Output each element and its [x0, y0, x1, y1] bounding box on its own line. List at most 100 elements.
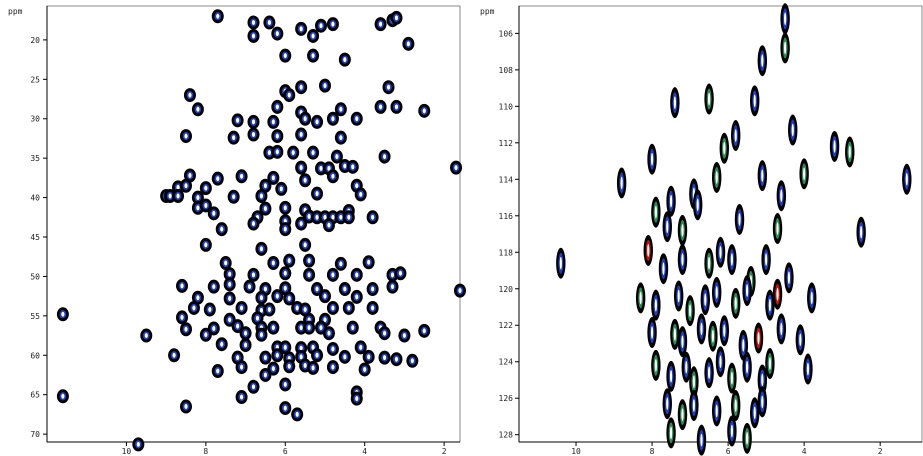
peak — [807, 282, 817, 314]
left-y-ticks: 20 25 30 35 40 45 50 55 60 65 70 — [30, 36, 47, 439]
right-peaks — [556, 3, 912, 456]
right-y-ticks: 106 108 110 112 114 116 118 120 122 124 126 128 — [499, 29, 519, 440]
left-spectrum-panel: ppm 20 25 30 35 40 45 50 55 60 65 70 10 8 6 4 2 — [8, 5, 466, 456]
left-y-tick-label: 20 — [30, 36, 40, 45]
peak — [267, 320, 280, 335]
peak — [390, 99, 403, 114]
peak — [227, 130, 240, 145]
peak — [299, 302, 312, 317]
peak — [247, 267, 260, 282]
peak — [342, 210, 355, 225]
peak — [704, 247, 714, 279]
peak — [243, 279, 256, 294]
peak — [247, 114, 260, 129]
peak — [215, 337, 228, 352]
peak — [279, 266, 292, 281]
peak — [311, 348, 324, 363]
peak — [692, 189, 703, 221]
peak — [295, 160, 308, 175]
left-x-ticks: 10 8 6 4 2 — [122, 442, 447, 456]
right-x-tick-label: 2 — [878, 447, 883, 456]
right-x-tick-label: 4 — [802, 447, 807, 456]
peak — [338, 349, 351, 364]
peak — [765, 348, 775, 380]
peak — [223, 267, 236, 282]
peak — [338, 282, 351, 297]
peak — [326, 267, 339, 282]
peak — [715, 236, 726, 268]
peak — [346, 159, 359, 174]
peak — [199, 237, 212, 252]
left-x-tick-label: 4 — [362, 447, 367, 456]
peak — [651, 196, 661, 228]
peak — [211, 9, 224, 24]
peak — [235, 360, 248, 375]
peak — [731, 390, 741, 422]
peak — [776, 313, 787, 345]
left-y-tick-label: 55 — [30, 312, 40, 321]
right-y-tick-label: 106 — [499, 29, 514, 38]
right-y-tick-label: 118 — [499, 248, 514, 257]
peak — [666, 360, 676, 392]
right-spectrum-panel: ppm 106108110112114116118120122124126128… — [480, 3, 923, 456]
peak — [247, 216, 260, 231]
peak — [203, 302, 216, 317]
peak — [731, 120, 741, 152]
peak — [651, 289, 661, 321]
peak — [418, 323, 431, 338]
peak — [662, 211, 672, 243]
peak — [187, 300, 200, 315]
peak — [643, 234, 653, 266]
peak — [283, 359, 296, 374]
peak — [727, 415, 737, 447]
peak — [199, 198, 212, 213]
peak — [56, 389, 69, 404]
left-y-tick-label: 40 — [30, 194, 40, 203]
left-y-tick-label: 70 — [30, 430, 40, 439]
right-y-tick-label: 128 — [499, 431, 514, 440]
peak — [670, 87, 680, 119]
peak — [299, 111, 312, 126]
peak — [267, 170, 280, 185]
peak — [235, 390, 248, 405]
left-y-tick-label: 35 — [30, 154, 40, 163]
peak — [334, 256, 347, 271]
peak — [406, 353, 419, 368]
peak — [255, 189, 268, 204]
peak — [235, 169, 248, 184]
left-x-tick-label: 8 — [203, 447, 208, 456]
left-x-tick-label: 10 — [122, 447, 132, 456]
peak — [191, 102, 204, 117]
peak — [247, 28, 260, 43]
peak — [56, 307, 69, 322]
peak — [279, 222, 292, 237]
right-y-tick-label: 126 — [499, 394, 514, 403]
peak — [666, 185, 676, 217]
peak — [366, 282, 379, 297]
peak — [172, 189, 185, 204]
peak — [711, 395, 722, 427]
peak — [271, 348, 284, 363]
peak — [318, 78, 331, 93]
peak — [780, 32, 790, 64]
left-y-tick-label: 45 — [30, 233, 40, 242]
peak — [757, 45, 768, 77]
peak — [247, 15, 260, 30]
left-y-unit-label: ppm — [8, 7, 23, 16]
peak — [704, 357, 714, 389]
peak — [757, 364, 768, 396]
peak — [179, 322, 192, 337]
peak — [647, 317, 657, 349]
peak — [681, 351, 691, 383]
peak — [350, 111, 363, 126]
peak — [326, 341, 339, 356]
peak — [176, 278, 189, 293]
peak — [287, 145, 300, 160]
peak — [235, 300, 248, 315]
peak — [318, 289, 331, 304]
peak — [616, 167, 627, 199]
peak — [856, 216, 866, 248]
peak — [255, 327, 268, 342]
right-x-tick-label: 8 — [650, 447, 655, 456]
peak — [708, 320, 718, 352]
